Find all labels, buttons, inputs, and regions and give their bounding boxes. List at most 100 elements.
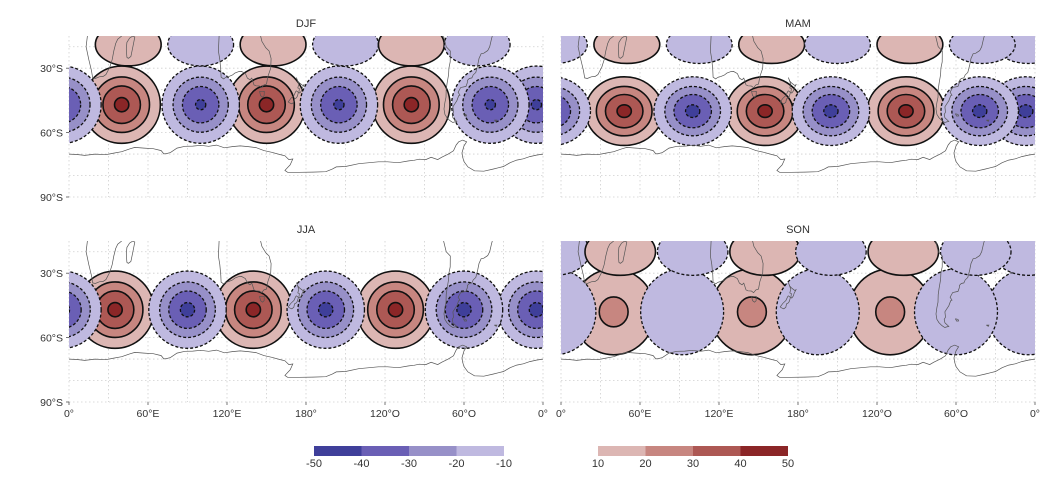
coastline: [935, 241, 985, 328]
contour-layer: [69, 241, 543, 378]
negative-anomaly-center: [640, 268, 725, 356]
y-tick-label: 30°S: [40, 268, 63, 280]
colorbar-segment: [409, 446, 457, 456]
x-tick-label: 180°: [295, 408, 317, 420]
coastline: [751, 90, 757, 98]
colorbar-label: -20: [449, 458, 465, 470]
negative-anomaly-center: [775, 268, 860, 356]
x-tick-label: 60°O: [944, 408, 968, 420]
y-tick-label: 30°S: [40, 63, 63, 75]
coastlines: [561, 241, 1035, 378]
coastline: [259, 295, 265, 303]
negative-anomaly-center: [69, 77, 91, 133]
negative-anomaly-center: [179, 301, 196, 318]
contour-layer: [69, 36, 543, 173]
x-tick-label: 180°: [787, 408, 809, 420]
coastline: [986, 324, 990, 327]
negative-anomaly-center: [823, 104, 839, 119]
x-tick-label: 120°O: [370, 408, 400, 420]
coastline: [710, 36, 764, 89]
positive-anomaly-center: [245, 301, 262, 318]
panel-title: JJA: [297, 224, 316, 236]
negative-anomaly-center: [69, 87, 82, 123]
positive-anomaly-upper: [377, 36, 446, 67]
y-tick-label: 90°S: [40, 397, 63, 409]
coastline: [218, 241, 272, 294]
colorbar-segment: [598, 446, 646, 456]
coastline: [85, 241, 122, 284]
x-tick-label: 60°O: [452, 408, 476, 420]
coastlines: [69, 36, 543, 173]
positive-anomaly-center: [113, 96, 130, 113]
x-tick-label: 120°O: [862, 408, 892, 420]
coastline: [462, 318, 468, 322]
positive-anomaly-upper: [867, 241, 940, 277]
colorbar-label: 50: [782, 458, 794, 470]
colorbar-label: -10: [496, 458, 512, 470]
negative-anomaly-center: [913, 268, 999, 356]
coastline: [296, 282, 305, 299]
positive-colorbar: 10 20 30 40 50: [592, 446, 794, 470]
negative-anomaly-upper: [443, 36, 511, 67]
negative-anomaly-center: [1017, 104, 1034, 119]
colorbar-label: -40: [354, 458, 370, 470]
coastline: [779, 90, 791, 105]
colorbar-segment: [645, 446, 693, 456]
negative-anomaly-upper: [665, 36, 733, 65]
coastline: [954, 113, 960, 117]
coastline: [494, 119, 498, 122]
positive-anomaly-upper: [593, 36, 661, 65]
positive-anomaly-upper: [876, 36, 944, 65]
coastline: [296, 77, 305, 94]
coastline: [125, 36, 136, 59]
colorbar-label: 10: [592, 458, 604, 470]
colorbar-label: -50: [306, 458, 322, 470]
coastline: [259, 90, 265, 98]
positive-anomaly-center: [107, 301, 124, 318]
negative-anomaly-center: [971, 104, 988, 119]
x-tick-label: 120°E: [213, 408, 242, 420]
negative-anomaly-center: [69, 305, 71, 314]
negative-anomaly-center: [456, 301, 472, 318]
x-tick-label: 60°E: [629, 408, 652, 420]
negative-anomaly-center: [561, 268, 597, 355]
coastline: [494, 324, 498, 327]
positive-anomaly-upper: [584, 241, 657, 277]
positive-anomaly-center: [258, 96, 275, 113]
x-tick-label: 60°E: [137, 408, 160, 420]
coastlines: [561, 36, 1035, 173]
contour-layer: [561, 36, 1035, 173]
positive-anomaly-center: [387, 301, 404, 318]
x-tick-label: 0°: [64, 408, 74, 420]
negative-anomaly-center: [484, 98, 497, 111]
panel-title: DJF: [296, 18, 316, 30]
coastline: [617, 241, 628, 264]
positive-anomaly-center: [898, 104, 914, 119]
positive-anomaly-upper: [239, 36, 307, 67]
coastline: [986, 119, 990, 122]
positive-anomaly-center: [874, 296, 906, 328]
x-tick-label: 0°: [1030, 408, 1040, 420]
negative-anomaly-center: [69, 282, 91, 338]
negative-anomaly-center: [684, 104, 701, 119]
negative-anomaly-upper: [803, 36, 872, 65]
positive-anomaly-center: [598, 296, 629, 328]
x-tick-label: 0°: [538, 408, 548, 420]
coastline: [954, 318, 960, 322]
panel-mam: MAM: [560, 18, 1036, 198]
coastline: [69, 139, 543, 173]
coastline: [577, 36, 614, 79]
negative-colorbar: -50 -40 -30 -20 -10: [306, 446, 512, 470]
coastline: [577, 241, 614, 284]
positive-anomaly-center: [757, 104, 774, 119]
negative-anomaly-center: [530, 98, 543, 111]
negative-anomaly-upper: [167, 36, 235, 67]
coastline: [85, 36, 122, 79]
y-tick-label: 60°S: [40, 333, 63, 345]
x-tick-label: 120°E: [705, 408, 734, 420]
coastline: [935, 36, 985, 123]
coastline: [617, 36, 628, 59]
coastline: [125, 241, 136, 264]
